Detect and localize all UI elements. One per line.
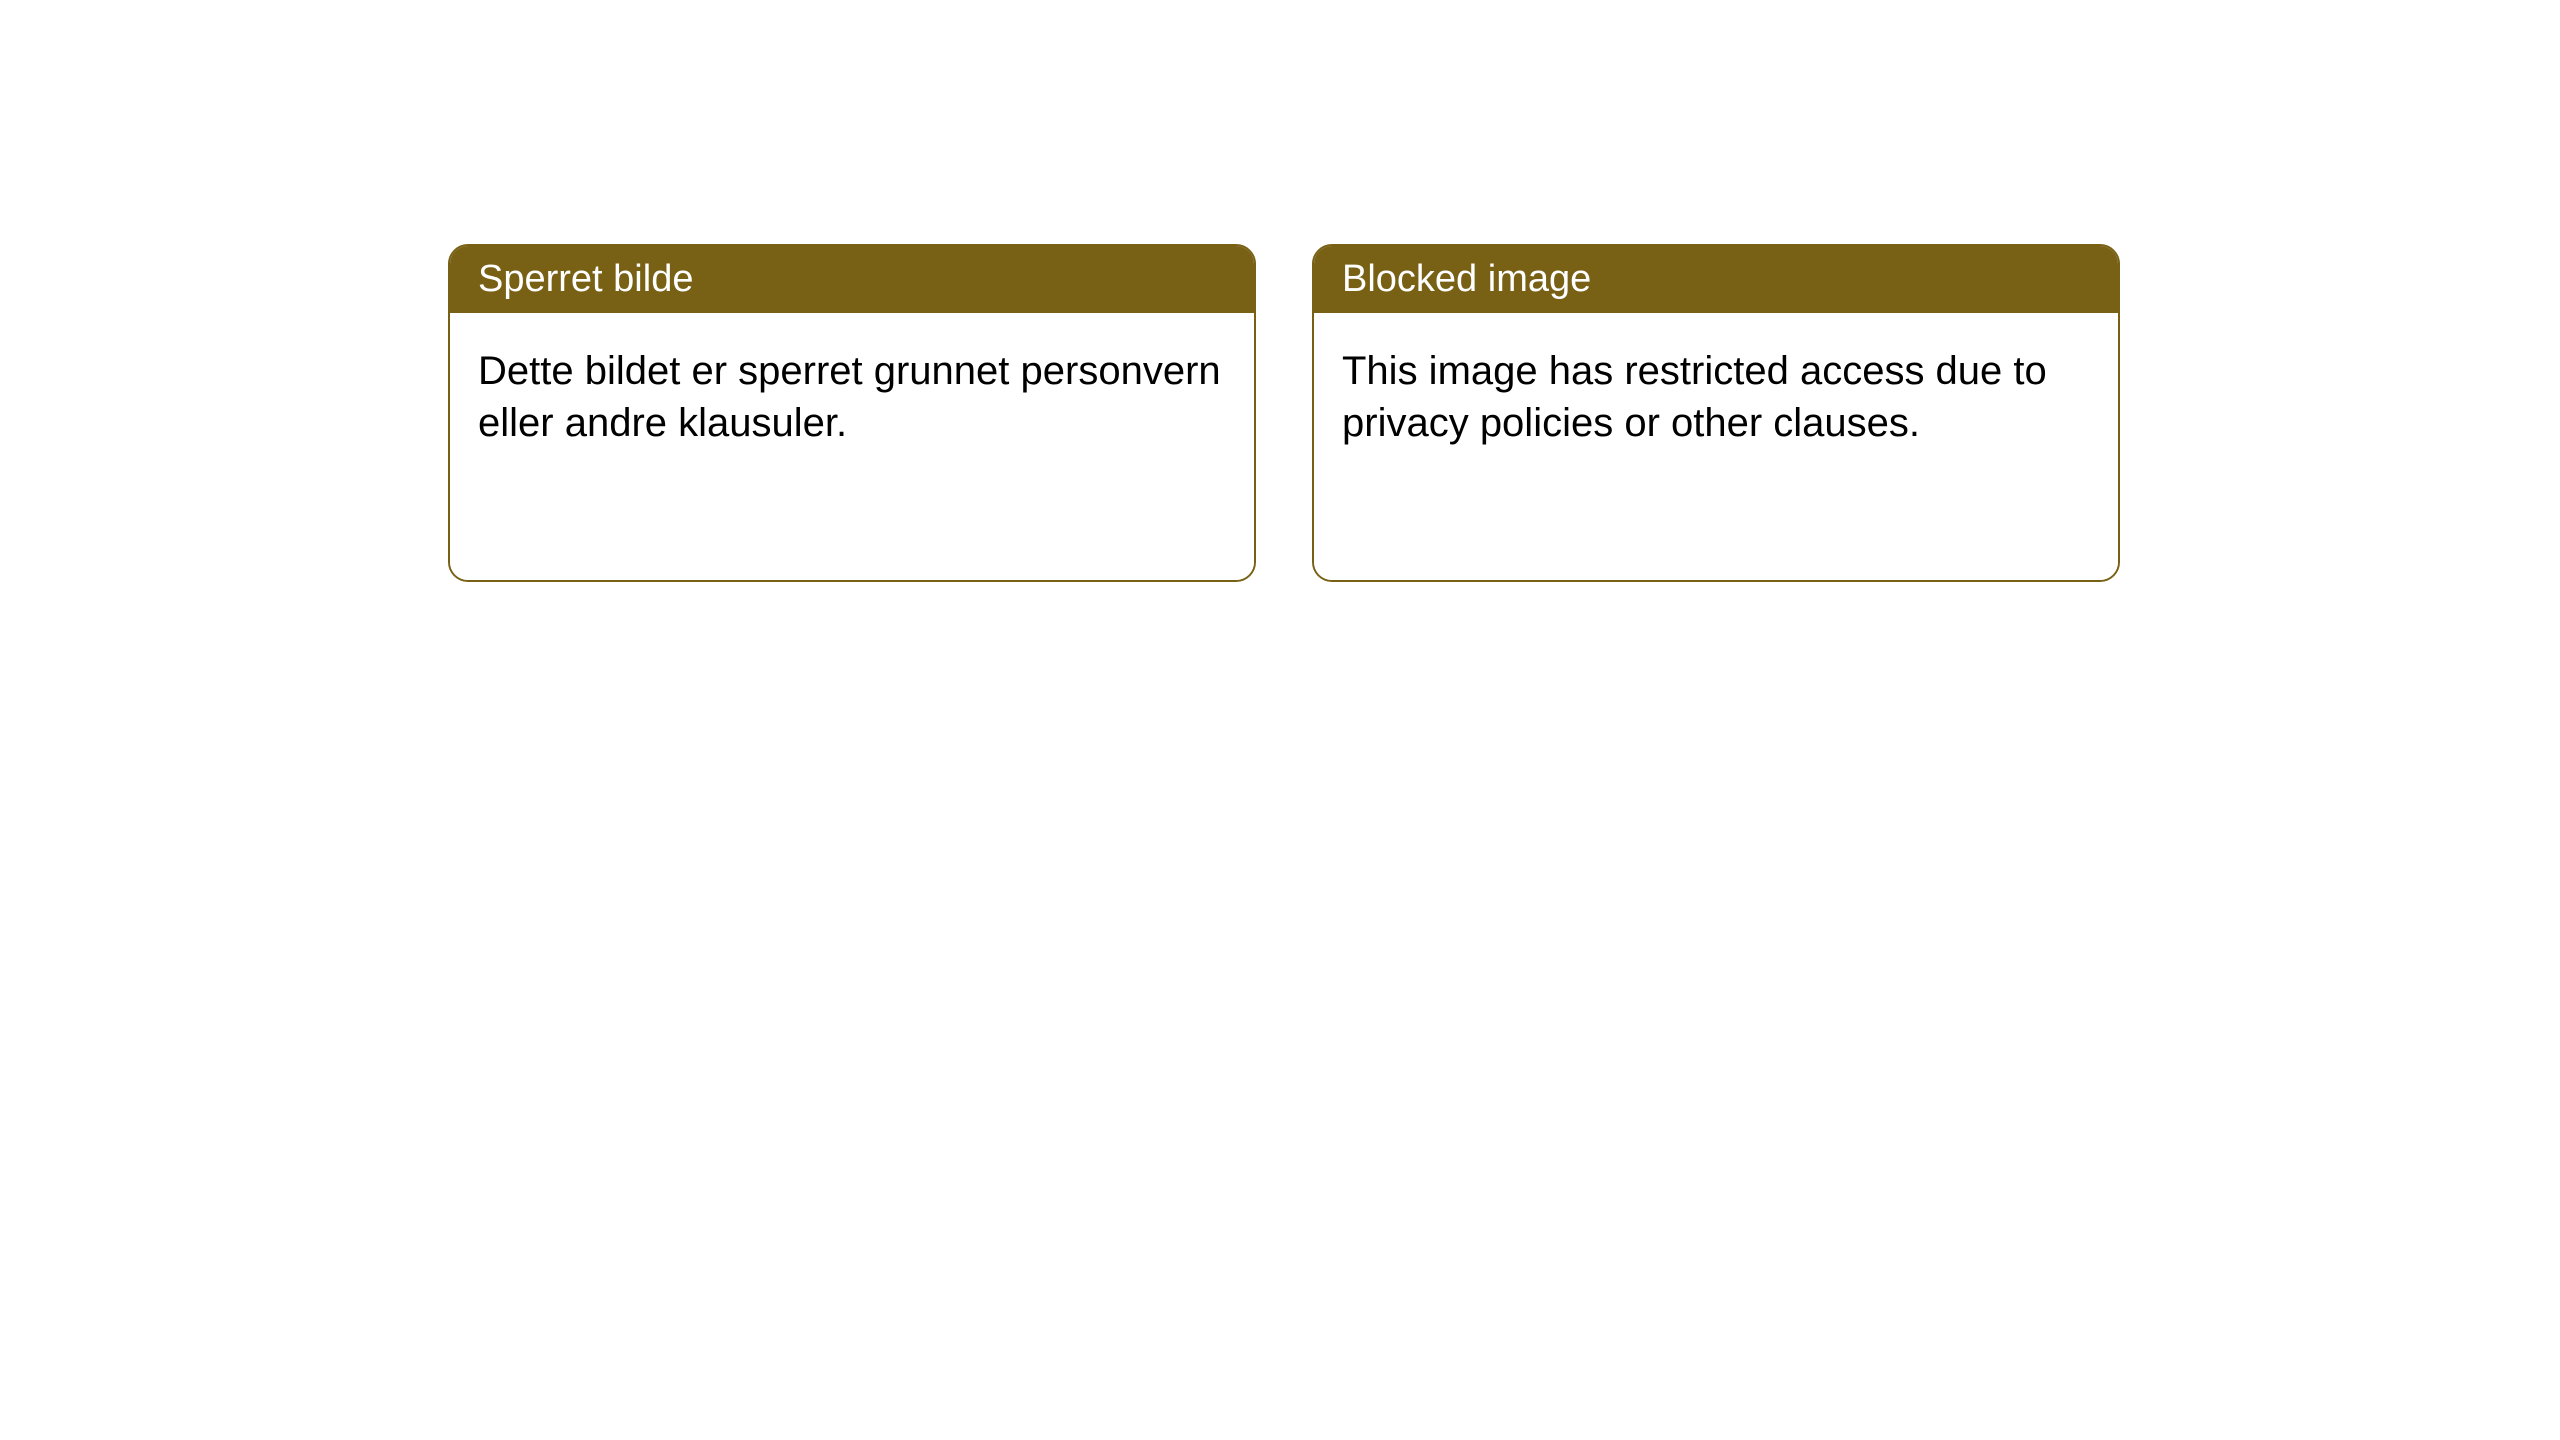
- notice-card-norwegian: Sperret bilde Dette bildet er sperret gr…: [448, 244, 1256, 582]
- notice-card-english: Blocked image This image has restricted …: [1312, 244, 2120, 582]
- notice-header: Sperret bilde: [450, 246, 1254, 313]
- notice-title: Sperret bilde: [478, 258, 693, 300]
- notice-message: Dette bildet er sperret grunnet personve…: [478, 345, 1226, 449]
- notice-header: Blocked image: [1314, 246, 2118, 313]
- notice-body: This image has restricted access due to …: [1314, 313, 2118, 580]
- notice-body: Dette bildet er sperret grunnet personve…: [450, 313, 1254, 580]
- notice-title: Blocked image: [1342, 258, 1591, 300]
- notice-message: This image has restricted access due to …: [1342, 345, 2090, 449]
- notice-container: Sperret bilde Dette bildet er sperret gr…: [448, 244, 2120, 582]
